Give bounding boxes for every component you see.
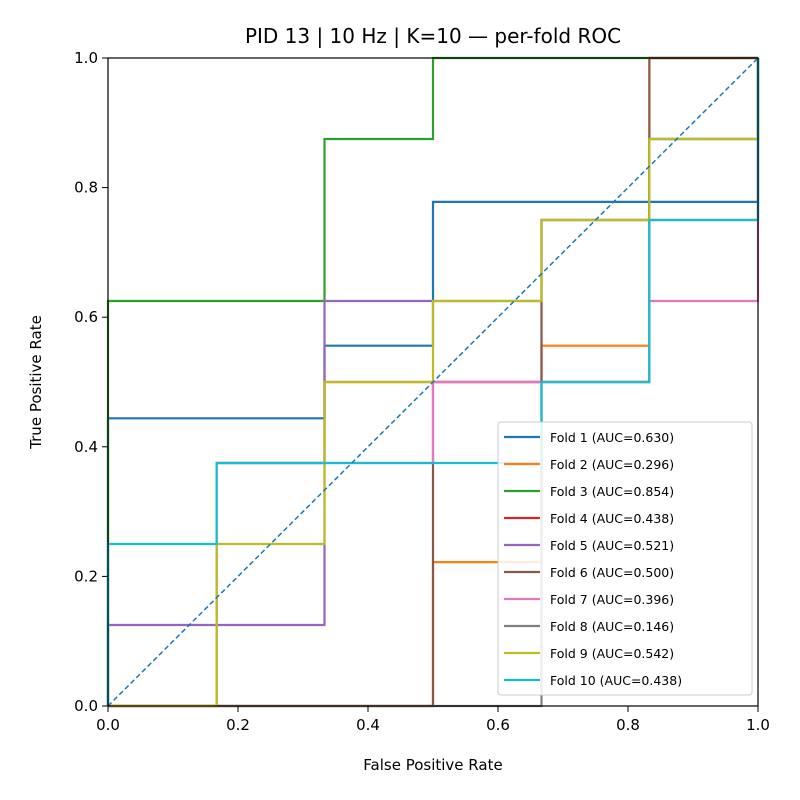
legend-entry-label: Fold 5 (AUC=0.521): [550, 538, 674, 553]
plot-frame: [107, 57, 759, 707]
legend-entry-label: Fold 3 (AUC=0.854): [550, 484, 674, 499]
x-tick-label: 1.0: [746, 716, 770, 734]
legend-entry-label: Fold 6 (AUC=0.500): [550, 565, 674, 580]
y-tick-label: 0.6: [74, 308, 98, 326]
legend: Fold 1 (AUC=0.630) Fold 2 (AUC=0.296) Fold…: [497, 421, 753, 696]
chance-diagonal-line: [107, 57, 759, 707]
legend-entry-label: Fold 1 (AUC=0.630): [550, 430, 674, 445]
legend-box: [497, 421, 753, 696]
y-tick-label: 0.4: [74, 438, 98, 456]
axis-ticks: 0.0 0.2 0.4 0.6 0.8 1.0 0.0 0.2 0.4 0.6 0.8 1.0: [74, 49, 770, 734]
x-tick-label: 0.0: [96, 716, 120, 734]
y-axis-label: True Positive Rate: [27, 315, 45, 450]
legend-entry-label: Fold 10 (AUC=0.438): [550, 673, 682, 688]
legend-entry-label: Fold 9 (AUC=0.542): [550, 646, 674, 661]
y-tick-label: 0.2: [74, 567, 98, 585]
roc-curve-fold-1: [106, 58, 760, 706]
chart-title: PID 13 | 10 Hz | K=10 — per-fold ROC: [245, 24, 621, 48]
y-tick-label: 0.0: [74, 697, 98, 715]
y-tick-label: 0.8: [74, 179, 98, 197]
legend-entry-label: Fold 2 (AUC=0.296): [550, 457, 674, 472]
y-tick-label: 1.0: [74, 49, 98, 67]
x-tick-label: 0.2: [226, 716, 250, 734]
x-tick-label: 0.6: [486, 716, 510, 734]
legend-entry-label: Fold 7 (AUC=0.396): [550, 592, 674, 607]
legend-entry-label: Fold 8 (AUC=0.146): [550, 619, 674, 634]
x-tick-label: 0.4: [356, 716, 380, 734]
legend-entry-label: Fold 4 (AUC=0.438): [550, 511, 674, 526]
x-tick-label: 0.8: [616, 716, 640, 734]
x-axis-label: False Positive Rate: [363, 756, 502, 774]
